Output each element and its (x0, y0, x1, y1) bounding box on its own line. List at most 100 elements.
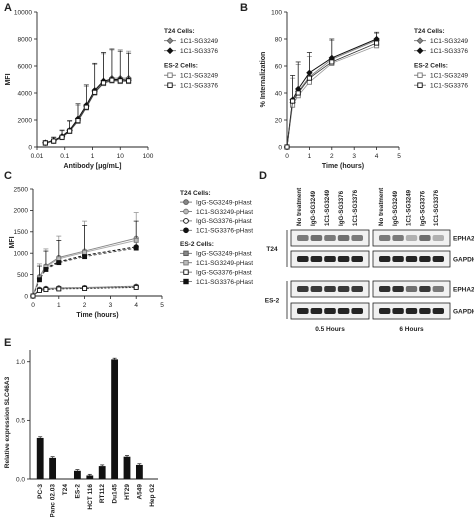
series-line (45, 77, 129, 144)
blot-band (297, 235, 309, 241)
legend-label: IgG-SG3376-pHast (196, 218, 252, 225)
bar (123, 456, 131, 479)
blot-band (379, 256, 391, 262)
blot-band (337, 235, 350, 241)
legend-label: 1C1-SG3376 (430, 83, 468, 90)
timepoint-label: 0.5 Hours (315, 326, 345, 333)
data-point (306, 75, 312, 81)
legend-label: 1C1-SG3249 (180, 38, 218, 45)
data-point (284, 144, 290, 150)
legend-label: 1C1-SG3376 (180, 83, 218, 90)
y-tick-label: 8000 (18, 36, 33, 43)
panel-label-a: A (4, 2, 12, 14)
blot-band (379, 235, 391, 241)
blot-band (351, 308, 363, 314)
data-point (133, 284, 139, 290)
bar (86, 475, 94, 479)
legend-label: IgG-SG3249-pHast (196, 199, 252, 206)
band-label: GAPDH (453, 309, 474, 316)
blot-band (351, 256, 363, 262)
data-point (51, 138, 57, 144)
x-tick-label: PC-3 (37, 484, 44, 499)
y-tick-label: 4000 (18, 90, 33, 97)
x-tick-label: 1 (308, 153, 312, 160)
x-tick-label: 2 (83, 302, 87, 309)
data-point (30, 293, 36, 299)
series-line (32, 247, 137, 297)
data-point (37, 287, 42, 293)
y-tick-label: 10000 (14, 9, 32, 16)
legend-label: 1C1-SG3249-pHast (196, 260, 253, 267)
y-tick-label: 20 (275, 117, 283, 124)
y-tick-label: 2500 (14, 186, 29, 193)
x-tick-label: Du145 (112, 484, 119, 504)
x-tick-label: 1 (91, 153, 95, 160)
y-axis-title: MFI (5, 73, 12, 85)
data-point (82, 286, 88, 291)
x-tick-label: 4 (375, 153, 379, 160)
blot-band (337, 286, 350, 292)
data-point (42, 140, 48, 146)
blot-band (392, 256, 404, 262)
data-point (37, 277, 42, 283)
x-tick-label: HCT 116 (87, 484, 94, 510)
data-point (56, 260, 62, 266)
legend-marker (183, 218, 189, 224)
data-point (117, 78, 123, 84)
x-tick-label: HT29 (124, 484, 131, 500)
lane-label: No treatment (378, 188, 385, 226)
legend-group-title: T24 Cells: (180, 190, 211, 197)
legend-marker (416, 37, 424, 45)
data-point (133, 245, 139, 251)
blot-band (337, 256, 350, 262)
legend-marker (167, 72, 173, 78)
legend-label: 1C1-SG3376 (180, 48, 218, 55)
legend-label: IgG-SG3249-pHast (196, 251, 252, 258)
y-axis-title: MFI (9, 236, 16, 248)
x-tick-label: 3 (109, 302, 113, 309)
x-tick-label: 0 (285, 153, 289, 160)
blot-band (310, 308, 323, 314)
x-tick-label: 1 (57, 302, 61, 309)
legend-marker (183, 227, 189, 234)
x-tick-label: ES-2 (74, 484, 81, 499)
data-point (56, 256, 62, 262)
series-line (45, 79, 129, 144)
data-point (67, 128, 73, 134)
chart-C: 0 1 2 3 4 5 0 500 1000 1500 2000 2500 Time (hours) MF… (9, 186, 253, 319)
lane-label: IgG-SG3249 (310, 190, 317, 226)
y-tick-label: 0 (28, 144, 32, 151)
x-tick-label: Hep G2 (149, 484, 156, 507)
blot-band (419, 286, 431, 292)
legend-marker (183, 199, 189, 205)
legend-label: 1C1-SG3376-pHast (196, 228, 253, 235)
blot-band (392, 235, 404, 241)
legend-label: 1C1-SG3376-pHast (196, 279, 253, 286)
blot-band (432, 256, 444, 262)
blot-band (310, 286, 323, 292)
x-tick-label: 0.1 (60, 153, 69, 160)
blot-band (324, 235, 336, 241)
lane-label: IgG-SG3376 (338, 190, 345, 226)
panel-label-d: D (259, 170, 267, 182)
cell-label: T24 (266, 246, 278, 253)
blot-band (337, 308, 350, 314)
legend-marker (416, 47, 424, 55)
x-axis-title: Antibody [μg/mL] (64, 163, 122, 170)
legend-marker (183, 278, 189, 285)
y-tick-label: 1000 (14, 251, 29, 258)
data-point (75, 118, 81, 124)
y-tick-label: 0 (278, 144, 282, 151)
legend-marker (166, 47, 174, 55)
data-point (56, 286, 62, 292)
legend-group-title: ES-2 Cells: (164, 63, 198, 70)
legend-group-title: T24 Cells: (164, 28, 195, 35)
lane-label: 1C1-SG3249 (324, 189, 331, 226)
blot-band (432, 235, 444, 241)
y-tick-label: 100 (271, 9, 282, 16)
lane-label: No treatment (296, 188, 303, 226)
lane-label: IgG-SG3376 (419, 190, 426, 226)
y-tick-label: 1.0 (16, 359, 25, 366)
x-tick-label: T24 (62, 484, 69, 496)
lane-label: 1C1-SG3376 (433, 189, 440, 226)
